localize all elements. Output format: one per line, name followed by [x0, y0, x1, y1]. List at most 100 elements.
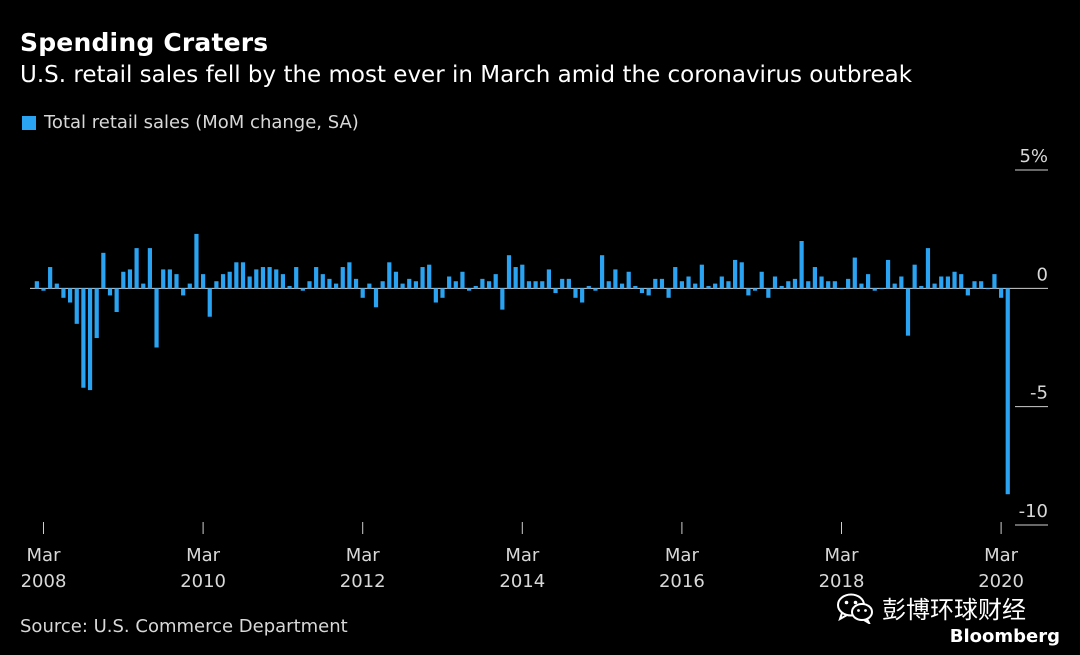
bar	[979, 281, 984, 289]
bar	[207, 288, 212, 317]
x-tick-month: Mar	[346, 545, 381, 566]
bar	[94, 288, 99, 339]
bar	[234, 262, 239, 289]
bar	[819, 276, 824, 289]
x-tick-year: 2008	[21, 571, 67, 592]
x-tick-year: 2018	[819, 571, 865, 592]
bar	[766, 288, 771, 298]
bar	[407, 278, 412, 289]
bar	[420, 267, 425, 289]
bar	[772, 276, 778, 289]
x-tick-year: 2020	[978, 571, 1024, 592]
bar	[992, 274, 997, 289]
bar	[194, 233, 199, 289]
y-tick-label: 5%	[1019, 146, 1048, 167]
x-tick-month: Mar	[825, 545, 860, 566]
bar	[945, 276, 950, 289]
bar	[154, 288, 159, 348]
bar	[639, 288, 645, 294]
legend-label: Total retail sales (MoM change, SA)	[44, 112, 359, 133]
bar	[533, 281, 538, 289]
bar	[686, 276, 691, 289]
bar	[932, 283, 937, 289]
bar	[107, 288, 113, 296]
bar	[520, 264, 525, 289]
bar	[393, 271, 399, 289]
bar	[314, 267, 319, 289]
bar	[320, 274, 325, 289]
bar	[580, 288, 585, 303]
bar	[706, 285, 711, 289]
bar	[433, 288, 438, 303]
bar	[400, 283, 405, 289]
bar	[201, 274, 206, 289]
bar	[214, 281, 219, 289]
bar	[905, 288, 911, 336]
bar	[440, 288, 445, 298]
bar	[61, 288, 66, 298]
source-note: Source: U.S. Commerce Department	[20, 616, 348, 637]
bar	[480, 278, 485, 289]
bar	[114, 288, 119, 312]
bar	[666, 288, 671, 298]
legend-swatch	[22, 115, 36, 130]
bar	[101, 252, 106, 289]
x-tick-year: 2014	[499, 571, 545, 592]
x-tick-month: Mar	[27, 545, 62, 566]
bar	[619, 283, 625, 289]
bar	[799, 241, 804, 289]
bar	[373, 288, 379, 308]
bar	[673, 267, 678, 289]
bar	[307, 281, 312, 289]
bar	[340, 267, 345, 289]
bar	[1005, 288, 1010, 495]
bar	[965, 288, 970, 296]
bar	[826, 281, 831, 289]
bar	[792, 278, 798, 289]
bar	[380, 281, 385, 289]
bar	[613, 269, 618, 289]
bar	[693, 283, 698, 289]
bar	[127, 269, 133, 289]
bar	[806, 281, 811, 289]
bar	[726, 281, 731, 289]
bar	[959, 274, 964, 289]
bar	[300, 288, 305, 291]
bar	[220, 274, 226, 289]
watermark: 彭博环球财经	[836, 590, 1026, 625]
bar	[68, 288, 73, 303]
bar	[413, 281, 418, 289]
bar	[387, 262, 392, 289]
bar	[87, 288, 93, 391]
bar	[546, 269, 551, 289]
bar	[486, 281, 492, 289]
bar	[786, 281, 791, 289]
bar	[473, 285, 478, 289]
bar	[925, 248, 931, 289]
bar	[347, 262, 352, 289]
bar	[832, 281, 837, 289]
bar	[360, 288, 365, 298]
bar	[679, 281, 684, 289]
bar	[54, 283, 59, 289]
bar	[134, 248, 139, 289]
bar	[187, 283, 192, 289]
watermark-text: 彭博环球财经	[882, 596, 1026, 624]
y-tick-label: -10	[1019, 501, 1048, 522]
bar	[752, 288, 758, 291]
bar	[453, 281, 458, 289]
x-tick-month: Mar	[505, 545, 540, 566]
bar	[586, 285, 591, 289]
bar	[972, 281, 977, 289]
bar	[460, 271, 465, 289]
bar	[227, 271, 232, 289]
x-tick-year: 2016	[659, 571, 705, 592]
bar	[879, 288, 884, 290]
bar	[147, 248, 152, 289]
bar	[912, 264, 917, 289]
bar	[34, 281, 39, 289]
x-tick-month: Mar	[665, 545, 700, 566]
bar	[81, 288, 86, 388]
bar	[353, 278, 359, 289]
